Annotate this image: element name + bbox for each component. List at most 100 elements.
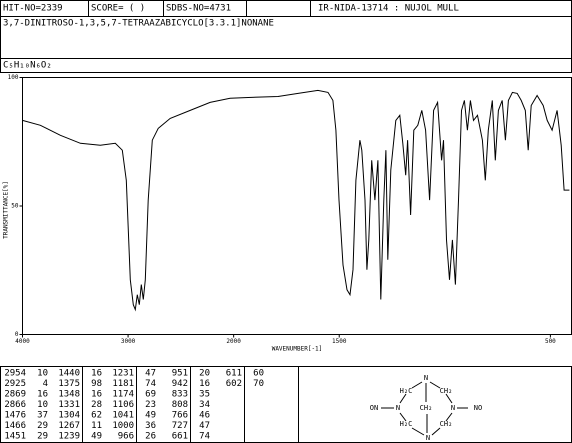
peak-wavenumber: 766 [172,411,188,421]
x-tick-label: 2000 [226,338,241,345]
x-tick-label: 3000 [121,338,136,345]
bond [411,427,425,436]
peak-box [0,366,572,443]
peak-wavenumber: 1451 [4,432,26,442]
peak-intensity: 16 [199,379,210,389]
atom-label: CH₂ [440,420,453,428]
peak-wavenumber: 951 [172,369,188,379]
atom-label: NO [474,404,482,412]
peak-intensity: 11 [91,421,102,431]
x-tick-label: 1500 [332,338,347,345]
peak-wavenumber: 833 [172,390,188,400]
peak-wavenumber: 1000 [112,421,134,431]
atom-label: CH₂ [440,387,453,395]
peak-wavenumber: 1041 [112,411,134,421]
y-axis-label: TRANSMITTANCE[%] [3,181,10,239]
peak-intensity: 49 [91,432,102,442]
peak-wavenumber: 1331 [58,400,80,410]
bond [429,381,441,389]
peak-intensity: 20 [199,369,210,379]
bond [399,393,407,404]
x-tick-label: 500 [545,338,556,345]
peak-intensity: 16 [91,369,102,379]
peak-intensity: 47 [199,421,210,431]
peak-intensity: 23 [145,400,156,410]
peak-wavenumber: 966 [118,432,134,442]
bond [445,393,453,404]
peak-wavenumber: 1440 [58,369,80,379]
hit-no: HIT-NO=2339 [3,4,63,14]
x-axis-label: WAVENUMBER[-1] [272,346,323,353]
peak-intensity: 4 [43,379,48,389]
peak-wavenumber: 1304 [58,411,80,421]
peak-wavenumber: 1375 [58,379,80,389]
peak-intensity: 74 [199,432,210,442]
compound-name: 3,7-DINITROSO-1,3,5,7-TETRAAZABICYCLO[3.… [3,19,274,29]
peak-wavenumber: 1476 [4,411,26,421]
bond [399,412,407,422]
peak-intensity: 62 [91,411,102,421]
atom-label: N [424,374,428,382]
peak-intensity: 16 [91,390,102,400]
peak-intensity: 16 [37,390,48,400]
method: IR-NIDA-13714 : NUJOL MULL [318,4,459,14]
peak-intensity: 10 [37,400,48,410]
peak-intensity: 35 [199,390,210,400]
peak-intensity: 26 [145,432,156,442]
spectrum-line [22,89,570,312]
peak-wavenumber: 727 [172,421,188,431]
score: SCORE= ( ) [91,4,145,14]
peak-intensity: 49 [145,411,156,421]
peak-wavenumber: 1231 [112,369,134,379]
atom-label: N [451,404,455,412]
peak-wavenumber: 1174 [112,390,134,400]
peak-intensity: 60 [253,369,264,379]
peak-wavenumber: 1239 [58,432,80,442]
atom-label: CH₂ [420,404,433,412]
peak-wavenumber: 661 [172,432,188,442]
peak-intensity: 36 [145,421,156,431]
atom-label: N [426,434,430,442]
bond [445,412,453,422]
peak-intensity: 10 [37,369,48,379]
peak-intensity: 70 [253,379,264,389]
peak-intensity: 29 [37,432,48,442]
peak-wavenumber: 2869 [4,390,26,400]
peak-wavenumber: 1466 [4,421,26,431]
peak-intensity: 28 [91,400,102,410]
peak-wavenumber: 611 [226,369,242,379]
atom-label: H₂C [400,420,413,428]
peak-intensity: 34 [199,400,210,410]
peak-intensity: 37 [37,411,48,421]
peak-wavenumber: 1348 [58,390,80,400]
peak-intensity: 29 [37,421,48,431]
peak-wavenumber: 2925 [4,379,26,389]
bond [431,427,441,436]
peak-wavenumber: 942 [172,379,188,389]
peak-intensity: 46 [199,411,210,421]
peak-wavenumber: 602 [226,379,242,389]
y-tick-label: 100 [8,74,19,81]
header-box [0,0,572,73]
x-tick-label: 4000 [15,338,30,345]
peak-intensity: 47 [145,369,156,379]
atom-label: H₂C [400,387,413,395]
atom-label: ON [370,404,378,412]
peak-wavenumber: 2866 [4,400,26,410]
peak-wavenumber: 2954 [4,369,26,379]
peak-intensity: 69 [145,390,156,400]
atom-label: N [396,404,400,412]
sdbs-no: SDBS-NO=4731 [166,4,231,14]
structure-bonds [381,381,468,436]
peak-intensity: 98 [91,379,102,389]
peak-wavenumber: 1106 [112,400,134,410]
y-tick-label: 50 [11,203,19,210]
plot-frame [22,77,572,335]
y-tick-label: 0 [15,331,19,338]
formula: C₅H₁₀N₆O₂ [3,61,52,71]
peak-intensity: 74 [145,379,156,389]
peak-wavenumber: 808 [172,400,188,410]
bond [411,381,423,389]
